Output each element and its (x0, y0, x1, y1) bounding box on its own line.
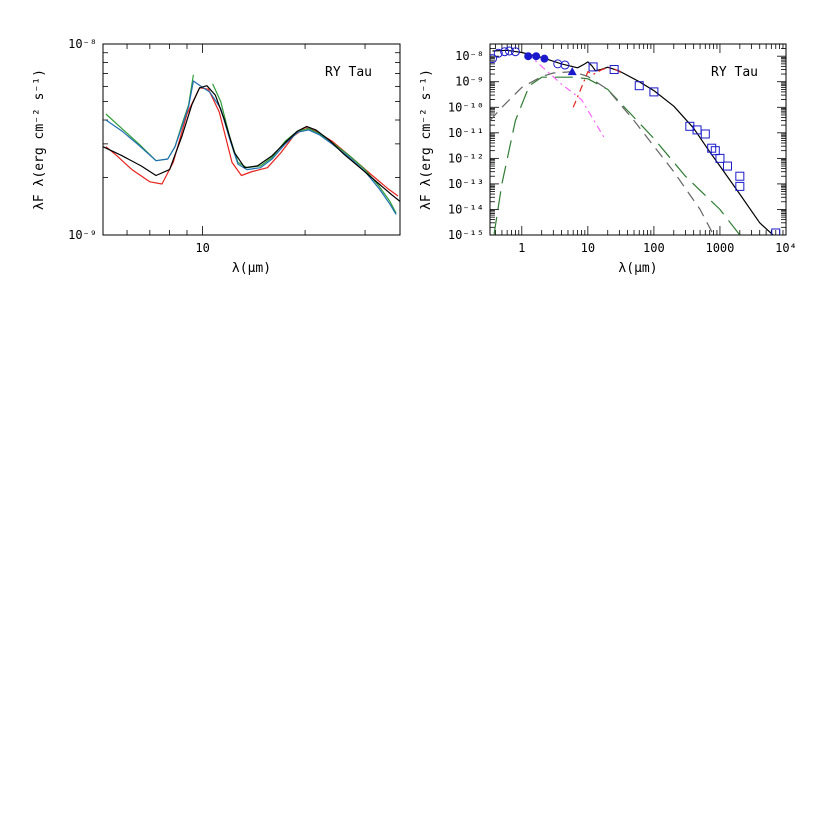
y-tick-label: 10⁻¹⁰ (448, 100, 484, 114)
y-tick-label: 10⁻¹⁵ (448, 228, 484, 242)
x-tick-label: 10 (195, 241, 209, 255)
chart-1: 10 10⁻⁸ 10⁻⁹ λ(μm) λF λ(erg cm⁻² s⁻¹) RY Tau (32, 37, 401, 276)
chart-title: RY Tau (325, 65, 372, 80)
data-point-open-square (771, 228, 781, 235)
chart-title: RY Tau (711, 65, 758, 80)
data-point-open-square (588, 62, 598, 72)
y-tick-label: 10⁻⁹ (455, 75, 484, 89)
y-tick-label: 10⁻¹⁴ (448, 202, 484, 216)
data-point-open-circle (500, 47, 510, 57)
series-line-4 (490, 71, 715, 235)
data-point-open-square (700, 129, 710, 139)
data-point-open-square (722, 161, 732, 171)
series-line-5 (103, 85, 400, 202)
y-tick-label: 10⁻⁸ (68, 37, 97, 51)
data-point-open-circle (490, 54, 497, 64)
series-line-3 (493, 76, 741, 235)
series-line-3 (212, 83, 397, 214)
data-point-open-square (710, 146, 720, 156)
y-tick-label: 10⁻¹¹ (448, 126, 484, 140)
x-tick-label: 10 (581, 241, 595, 255)
y-tick-label: 10⁻⁸ (455, 49, 484, 63)
data-point-open-square (634, 81, 644, 91)
data-point-open-circle (510, 47, 520, 57)
y-tick-label: 10⁻⁹ (68, 228, 97, 242)
data-point-open-square (649, 87, 659, 97)
data-point-filled-circle (532, 52, 541, 61)
x-axis-label: λ(μm) (232, 261, 271, 276)
data-point-filled-circle (524, 52, 533, 61)
series-group (103, 74, 400, 215)
data-point-open-circle (560, 60, 570, 70)
x-tick-label: 1000 (705, 241, 734, 255)
series-group (490, 46, 781, 235)
series-line-1 (105, 87, 399, 197)
series-line-4 (105, 80, 397, 215)
data-point-open-square (715, 153, 725, 163)
data-point-triangle (567, 67, 577, 76)
data-point-open-square (735, 171, 745, 181)
series-line-2 (105, 74, 194, 162)
x-tick-label: 10⁴ (775, 241, 797, 255)
y-tick-label: 10⁻¹³ (448, 177, 484, 191)
data-point-filled-circle (540, 54, 549, 63)
y-axis-label: λF λ(erg cm⁻² s⁻¹) (32, 69, 47, 210)
data-point-open-circle (504, 46, 514, 56)
x-axis-label: λ(μm) (618, 261, 657, 276)
data-point-open-square (609, 65, 619, 75)
data-point-open-square (735, 181, 745, 191)
series-line-2 (526, 52, 606, 139)
plot-frame (489, 43, 787, 236)
x-tick-label: 1 (518, 241, 525, 255)
data-point-open-circle (553, 59, 563, 69)
plot-frame (102, 43, 401, 236)
chart-2: 1 10 100 1000 10⁴ 10⁻⁸ 10⁻⁹ 10⁻¹⁰ 10⁻¹¹ 10⁻¹² 10⁻¹… (419, 43, 797, 276)
x-tick-label: 100 (643, 241, 665, 255)
y-tick-label: 10⁻¹² (448, 151, 484, 165)
y-axis-label: λF λ(erg cm⁻² s⁻¹) (419, 69, 434, 210)
data-point-open-circle (493, 48, 503, 58)
